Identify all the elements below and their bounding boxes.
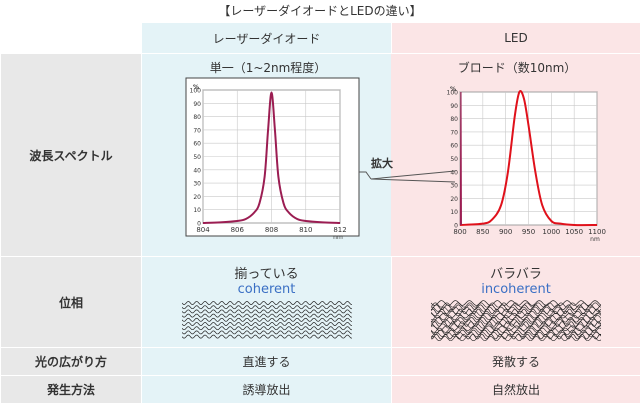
spectrum-figure: 単一（1~2nm程度） ブロード（数10nm） 0 10 20 30 40 50 60 70 8… <box>185 54 640 256</box>
spread-laser: 直進する <box>141 347 392 376</box>
led-chart-x-tick-label: 1050 <box>565 228 583 236</box>
led-chart-y-tick-label: 40 <box>450 169 458 176</box>
laser-chart-y-tick-label: 90 <box>193 101 201 108</box>
incoherent-wave-line <box>431 317 601 323</box>
coherent-wave-line <box>181 330 352 335</box>
header-laser: レーザーダイオード <box>141 22 392 54</box>
incoherent-wave-line <box>431 331 601 337</box>
phase-laser-cell: 揃っている coherent <box>141 256 392 348</box>
led-chart-y-axis-label: % <box>450 86 456 93</box>
emission-laser: 誘導放出 <box>141 375 392 404</box>
laser-chart-y-tick-label: 40 <box>193 167 201 174</box>
laser-chart-y-axis-label: % <box>193 84 199 91</box>
led-chart-x-tick-label: 1100 <box>588 228 606 236</box>
laser-chart-y-tick-label: 100 <box>190 88 202 95</box>
led-chart-y-tick-label: 90 <box>450 103 458 110</box>
zoom-line-top <box>370 170 456 180</box>
zoom-line-bottom <box>370 178 456 183</box>
coherent-wave-line <box>181 313 352 318</box>
spectrum-cell: 単一（1~2nm程度） ブロード（数10nm） 0 10 20 30 40 50 60 70 8… <box>141 53 640 257</box>
laser-chart-x-tick-label: 810 <box>299 226 312 234</box>
phase-row: 位相 揃っている coherent バラバラ incoherent <box>0 256 640 348</box>
incoherent-wave-line <box>431 315 601 321</box>
phase-led-text: バラバラ <box>490 267 542 282</box>
incoherent-wave-line <box>431 302 601 308</box>
page-title: 【レーザーダイオードとLEDの違い】 <box>218 4 422 18</box>
led-chart-y-tick-label: 20 <box>450 196 458 203</box>
laser-chart-y-tick-label: 60 <box>193 141 201 148</box>
header-row: レーザーダイオード LED <box>0 22 640 54</box>
zoom-connector <box>359 171 372 180</box>
laser-chart-x-axis-label: nm <box>333 234 343 241</box>
coherent-wave-line <box>181 322 352 326</box>
coherent-wave-line <box>181 326 352 331</box>
led-chart-x-tick-label: 800 <box>453 228 466 236</box>
led-chart-y-tick-label: 100 <box>447 90 459 97</box>
incoherent-wave-line <box>431 319 601 325</box>
zoom-label: 拡大 <box>371 156 393 170</box>
laser-chart-caption: 単一（1~2nm程度） <box>210 60 327 75</box>
row-label-spectrum: 波長スペクトル <box>0 53 142 257</box>
led-chart-y-tick-label: 50 <box>450 156 458 163</box>
led-chart-y-tick-label: 70 <box>450 129 458 136</box>
laser-chart-y-tick-label: 70 <box>193 127 201 134</box>
led-chart-y-tick-label: 0 <box>454 223 458 230</box>
led-chart-y-tick-label: 10 <box>450 209 458 216</box>
led-chart-y-tick-label: 30 <box>450 183 458 190</box>
spectrum-row: 波長スペクトル 単一（1~2nm程度） ブロード（数10nm） 0 10 20 30 4… <box>0 53 640 257</box>
laser-chart-y-tick-label: 80 <box>193 114 201 121</box>
coherent-wave-line <box>181 301 352 305</box>
incoherent-wave-line <box>431 308 601 315</box>
led-chart-x-tick-label: 850 <box>476 228 489 236</box>
row-label-spread: 光の広がり方 <box>0 347 142 376</box>
incoherent-wave-line <box>431 329 601 336</box>
laser-chart-x-tick-label: 806 <box>231 226 245 234</box>
coherent-wave-line <box>181 317 352 322</box>
incoherent-wave-line <box>431 325 601 331</box>
emission-row: 発生方法 誘導放出 自然放出 <box>0 375 640 404</box>
comparison-table: レーザーダイオード LED 波長スペクトル 単一（1~2nm程度） ブロード（数… <box>0 22 640 404</box>
row-label-emission: 発生方法 <box>0 375 142 404</box>
laser-chart-x-tick-label: 804 <box>196 226 210 234</box>
corner-cell <box>0 22 142 54</box>
incoherent-wave-line <box>431 321 601 327</box>
laser-chart-y-tick-label: 0 <box>197 221 201 228</box>
laser-chart-y-tick-label: 10 <box>193 207 201 214</box>
led-chart-x-tick-label: 950 <box>522 228 535 236</box>
laser-spectrum-chart: 0 10 20 30 40 50 60 70 80 90 100 804 806 808 810 812% nm <box>190 84 347 241</box>
phase-led-en: incoherent <box>481 282 551 297</box>
header-led: LED <box>391 22 640 54</box>
led-spectrum-chart: 0 10 20 30 40 50 60 70 80 90 100 800 850 900 950 1000 10… <box>447 86 606 243</box>
led-chart-x-tick-label: 1000 <box>542 228 560 236</box>
coherent-wave-illustration <box>181 301 352 339</box>
led-chart-x-axis-label: nm <box>590 236 600 243</box>
led-chart-laser-spike <box>459 91 462 226</box>
led-chart-x-tick-label: 900 <box>499 228 512 236</box>
incoherent-wave-line <box>431 323 601 329</box>
incoherent-wave-line <box>431 312 601 319</box>
laser-chart-x-tick-label: 812 <box>333 226 346 234</box>
row-label-phase: 位相 <box>0 256 142 348</box>
incoherent-wave-line <box>431 336 601 341</box>
coherent-wave-line <box>181 305 352 310</box>
phase-laser-en: coherent <box>237 282 296 297</box>
phase-led-cell: バラバラ incoherent <box>391 256 640 348</box>
coherent-wave-line <box>181 334 352 339</box>
emission-led: 自然放出 <box>391 375 640 404</box>
incoherent-wave-illustration <box>431 300 601 341</box>
led-chart-caption: ブロード（数10nm） <box>458 60 577 75</box>
spread-row: 光の広がり方 直進する 発散する <box>0 347 640 376</box>
laser-chart-y-tick-label: 20 <box>193 194 201 201</box>
laser-chart-x-tick-label: 808 <box>265 226 278 234</box>
phase-laser-text: 揃っている <box>234 267 299 282</box>
spread-led: 発散する <box>391 347 640 376</box>
incoherent-wave-line <box>431 304 601 310</box>
laser-chart-y-tick-label: 30 <box>193 181 201 188</box>
led-chart-y-tick-label: 60 <box>450 143 458 150</box>
led-chart-y-tick-label: 80 <box>450 116 458 123</box>
coherent-wave-line <box>181 309 352 314</box>
laser-chart-y-tick-label: 50 <box>193 154 201 161</box>
